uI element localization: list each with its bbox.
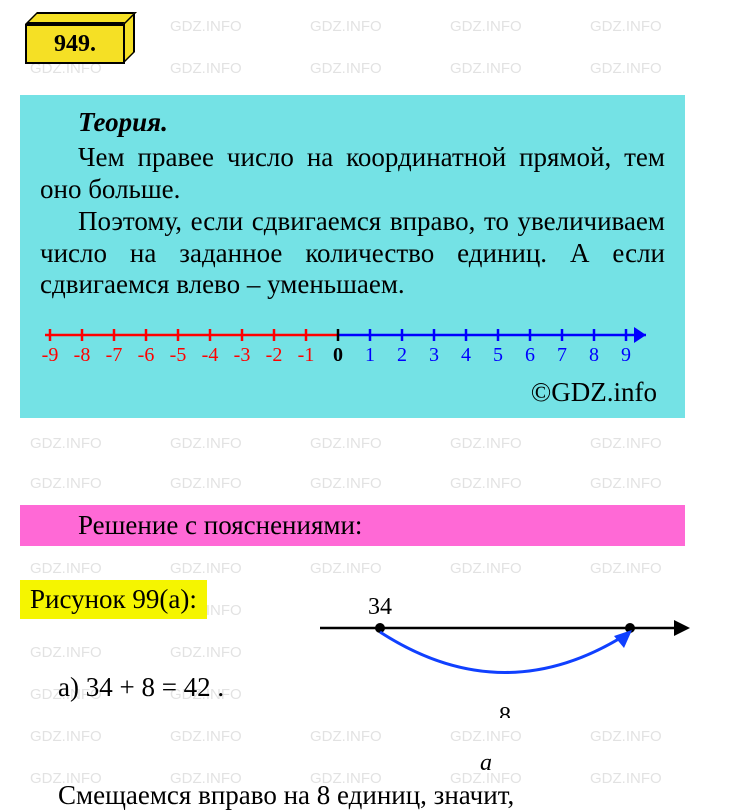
figure-label: Рисунок 99(а):	[20, 580, 207, 619]
svg-text:7: 7	[557, 344, 567, 366]
svg-text:-1: -1	[298, 344, 315, 366]
svg-text:0: 0	[333, 344, 343, 366]
svg-text:-3: -3	[234, 344, 251, 366]
theory-paragraph-1: Чем правее число на координатной прямой,…	[40, 142, 665, 206]
number-line: -9 -8 -7 -6 -5 -4 -3 -2 -1 0123456789	[40, 315, 680, 371]
svg-text:-9: -9	[42, 344, 59, 366]
svg-text:3: 3	[429, 344, 439, 366]
problem-number-badge: 949.	[15, 12, 135, 72]
svg-text:1: 1	[365, 344, 375, 366]
solution-header: Решение с пояснениями:	[20, 505, 685, 546]
svg-text:34: 34	[368, 594, 392, 620]
equation-a: a) 34 + 8 = 42 .	[58, 672, 224, 703]
svg-text:-6: -6	[138, 344, 155, 366]
svg-text:-2: -2	[266, 344, 283, 366]
svg-text:5: 5	[493, 344, 503, 366]
svg-text:-4: -4	[202, 344, 219, 366]
copyright-text: ©GDZ.info	[40, 377, 665, 408]
svg-text:8: 8	[589, 344, 599, 366]
bottom-paragraph: Смещаемся вправо на 8 единиц, значит,	[20, 780, 685, 811]
figure-diagram-a: 34 8	[300, 578, 700, 718]
theory-paragraph-2: Поэтому, если сдвигаемся вправо, то увел…	[40, 206, 665, 302]
figure-sub-label: a	[480, 750, 492, 777]
theory-title: Теория.	[78, 107, 665, 138]
svg-text:-5: -5	[170, 344, 187, 366]
svg-text:-8: -8	[74, 344, 91, 366]
svg-text:4: 4	[461, 344, 471, 366]
svg-text:8: 8	[499, 703, 511, 718]
svg-text:6: 6	[525, 344, 535, 366]
svg-text:-7: -7	[106, 344, 123, 366]
problem-number: 949.	[25, 24, 125, 64]
svg-text:9: 9	[621, 344, 631, 366]
svg-text:2: 2	[397, 344, 407, 366]
theory-section: Теория. Чем правее число на координатной…	[20, 95, 685, 418]
